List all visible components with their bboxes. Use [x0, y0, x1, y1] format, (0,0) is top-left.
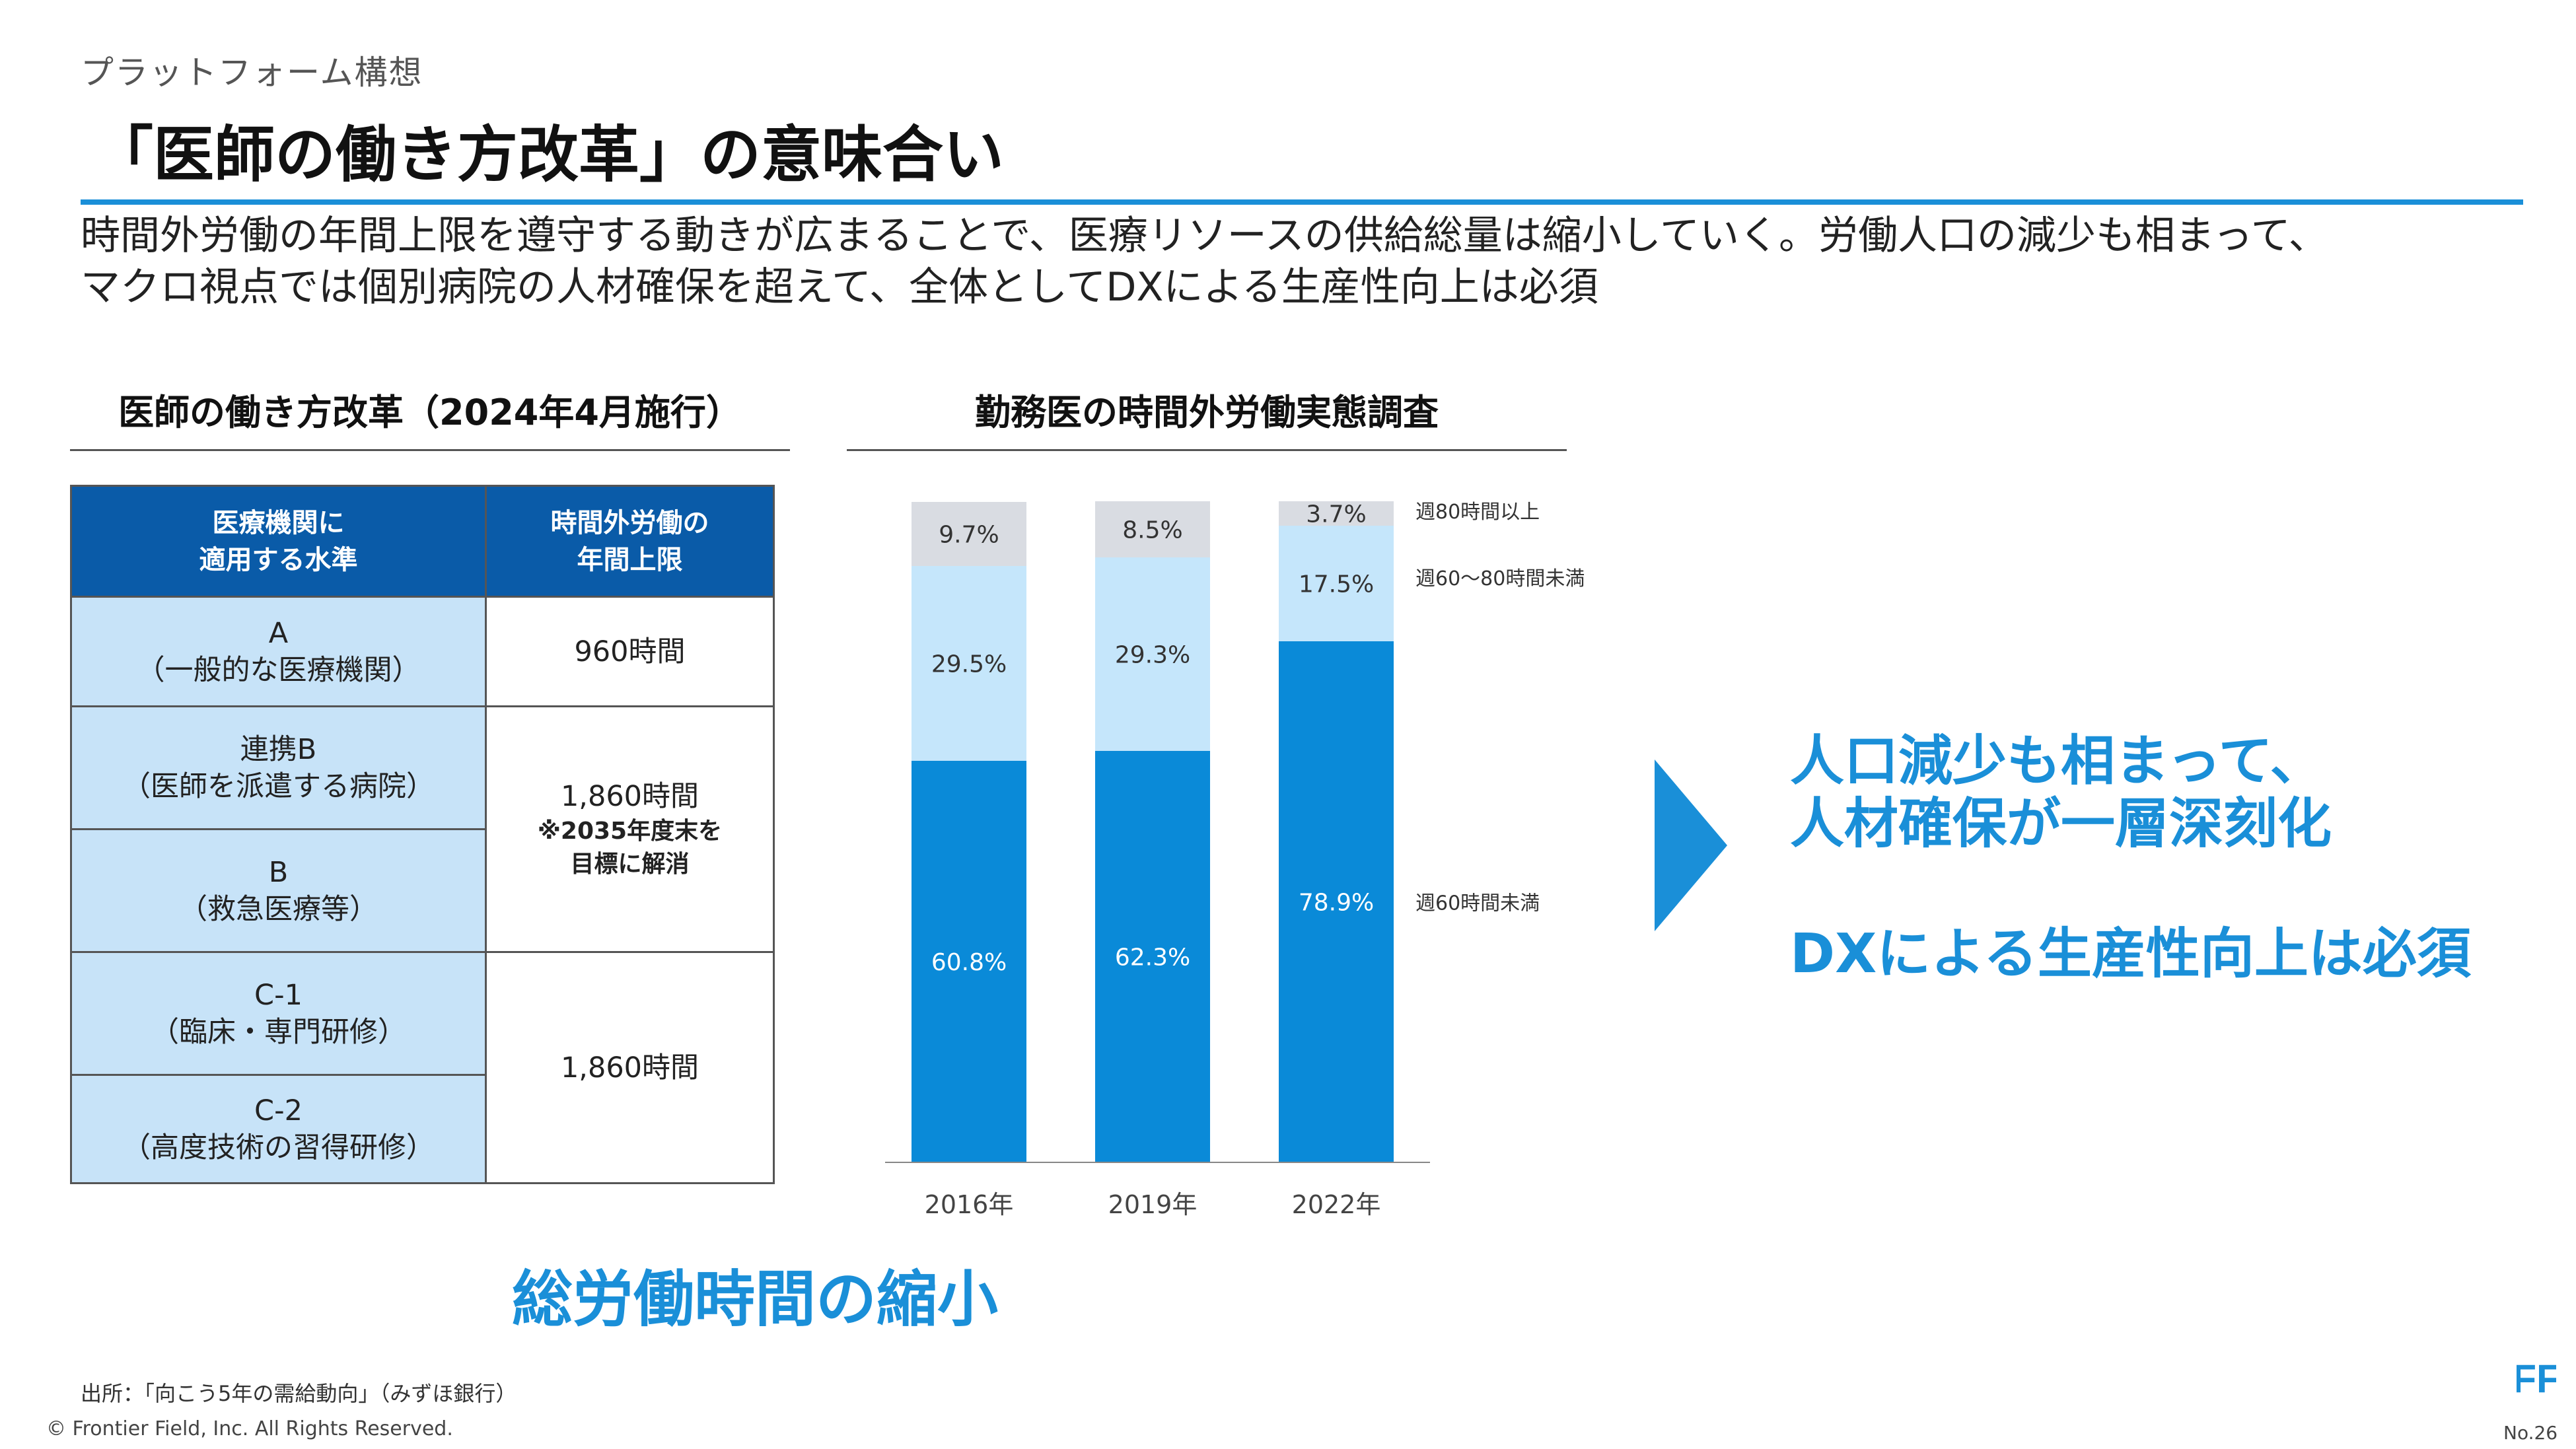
limit-cell-b: 1,860時間 ※2035年度末を 目標に解消 — [485, 705, 775, 953]
level-cell-c2: C-2 （高度技術の習得研修） — [70, 1074, 487, 1184]
chart-title: 勤務医の時間外労働実態調査 — [975, 392, 1439, 433]
level-name: C-2 — [254, 1094, 303, 1127]
level-desc: （高度技術の習得研修） — [122, 1131, 435, 1164]
page-title: 「医師の働き方改革」の意味合い — [92, 120, 1005, 190]
lead-line-2: マクロ視点では個別病院の人材確保を超えて、全体としてDXによる生産性向上は必須 — [81, 264, 1598, 310]
legend-label: 週80時間以上 — [1415, 501, 1540, 524]
header-limit-line1: 時間外労働の — [550, 507, 709, 538]
header-level: 医療機関に 適用する水準 — [70, 485, 487, 598]
source-note: 出所：「向こう5年の需給動向」（みずほ銀行） — [81, 1381, 517, 1406]
bar-segment — [912, 502, 1026, 566]
data-label: 9.7% — [939, 522, 999, 549]
level-cell-a: A （一般的な医療機関） — [70, 596, 487, 707]
data-label: 3.7% — [1306, 501, 1366, 528]
stacked-bar-chart: 60.8% 29.5% 9.7% 2016年 62.3% 29.3% 8.5% 2019年 78… — [845, 462, 1691, 1242]
bar-segment — [1095, 557, 1210, 751]
table-row: C-1 （臨床・専門研修） 1,860時間 — [70, 951, 775, 1184]
level-name: A — [268, 616, 289, 650]
data-label: 29.3% — [1115, 642, 1190, 669]
limit-note-line2: 目標に解消 — [570, 850, 690, 878]
table-row: A （一般的な医療機関） 960時間 — [70, 596, 775, 707]
logo-mark: FF — [2517, 1357, 2556, 1401]
header-level-line1: 医療機関に — [212, 507, 345, 538]
reform-section-title: 医師の働き方改革（2024年4月施行） — [118, 392, 742, 433]
callout-line-2: 人材確保が一層深刻化 — [1790, 793, 2332, 855]
limit-value: 1,860時間 — [560, 1051, 699, 1084]
table-header-row: 医療機関に 適用する水準 時間外労働の 年間上限 — [70, 485, 775, 598]
company-logo: FF — [2512, 1354, 2560, 1410]
lead-line-1: 時間外労働の年間上限を遵守する動きが広まることで、医療リソースの供給総量は縮小し… — [81, 213, 2328, 259]
header-level-line2: 適用する水準 — [199, 544, 358, 575]
level-name: C-1 — [254, 978, 303, 1012]
callout-line-1: 人口減少も相まって、 — [1790, 730, 2324, 793]
bar-segment — [1279, 641, 1394, 1162]
level-cell-b: B （救急医療等） — [70, 828, 487, 953]
chart-canvas: 60.8% 29.5% 9.7% 2016年 62.3% 29.3% 8.5% 2019年 78… — [885, 501, 1585, 1219]
limit-note: ※2035年度末を 目標に解消 — [487, 815, 773, 881]
x-tick-label: 2016年 — [925, 1190, 1014, 1219]
callout-line-3: DXによる生産性向上は必須 — [1790, 923, 2471, 985]
x-tick-label: 2019年 — [1108, 1190, 1198, 1219]
reform-table: 医療機関に 適用する水準 時間外労働の 年間上限 A （一般的な医療機関） 96… — [70, 485, 775, 1184]
data-label: 78.9% — [1299, 890, 1374, 917]
data-label: 60.8% — [931, 949, 1007, 976]
header-limit-line2: 年間上限 — [577, 544, 683, 575]
data-label: 62.3% — [1115, 944, 1190, 972]
limit-value: 960時間 — [574, 635, 686, 668]
legend-label: 週60～80時間未満 — [1415, 567, 1585, 590]
bar-segment — [1279, 501, 1394, 526]
limit-cell-c: 1,860時間 — [485, 951, 775, 1184]
title-divider — [81, 199, 2523, 205]
level-name: 連携B — [240, 732, 317, 766]
legend-label: 週60時間未満 — [1415, 892, 1540, 915]
table-row: 連携B （医師を派遣する病院） 1,860時間 ※2035年度末を 目標に解消 — [70, 705, 775, 953]
limit-note-line1: ※2035年度末を — [537, 817, 723, 845]
bar-segment — [1279, 526, 1394, 641]
level-desc: （一般的な医療機関） — [136, 653, 421, 687]
header-limit: 時間外労働の 年間上限 — [485, 485, 775, 598]
level-cell-c1: C-1 （臨床・専門研修） — [70, 951, 487, 1076]
data-label: 17.5% — [1299, 571, 1374, 598]
bar-segment — [912, 566, 1026, 761]
bar-segment — [1095, 501, 1210, 557]
table-row: C-2 （高度技術の習得研修） — [70, 1074, 774, 1184]
level-desc: （臨床・専門研修） — [151, 1015, 406, 1049]
limit-value: 1,860時間 — [560, 779, 699, 813]
table-row: B （救急医療等） — [70, 828, 774, 953]
section-kicker: プラットフォーム構想 — [81, 53, 423, 92]
limit-cell-a: 960時間 — [485, 596, 775, 707]
page-number: No.26 — [2503, 1422, 2558, 1444]
level-desc: （医師を派遣する病院） — [122, 769, 435, 803]
level-cell-renkei-b: 連携B （医師を派遣する病院） — [70, 705, 487, 830]
data-label: 29.5% — [931, 651, 1007, 678]
bar-segment — [1095, 751, 1210, 1162]
summary-text: 総労働時間の縮小 — [512, 1264, 999, 1335]
x-tick-label: 2022年 — [1292, 1190, 1381, 1219]
data-label: 8.5% — [1122, 517, 1182, 544]
chevron-right-icon — [1655, 760, 1727, 934]
lead-text: 時間外労働の年間上限を遵守する動きが広まることで、医療リソースの供給総量は縮小し… — [81, 210, 2328, 313]
level-name: B — [268, 855, 289, 889]
bar-segment — [912, 761, 1026, 1162]
copyright: © Frontier Field, Inc. All Rights Reserv… — [46, 1417, 453, 1440]
reform-section-rule — [70, 449, 790, 451]
level-desc: （救急医療等） — [179, 892, 378, 926]
chart-section-rule — [847, 449, 1567, 451]
